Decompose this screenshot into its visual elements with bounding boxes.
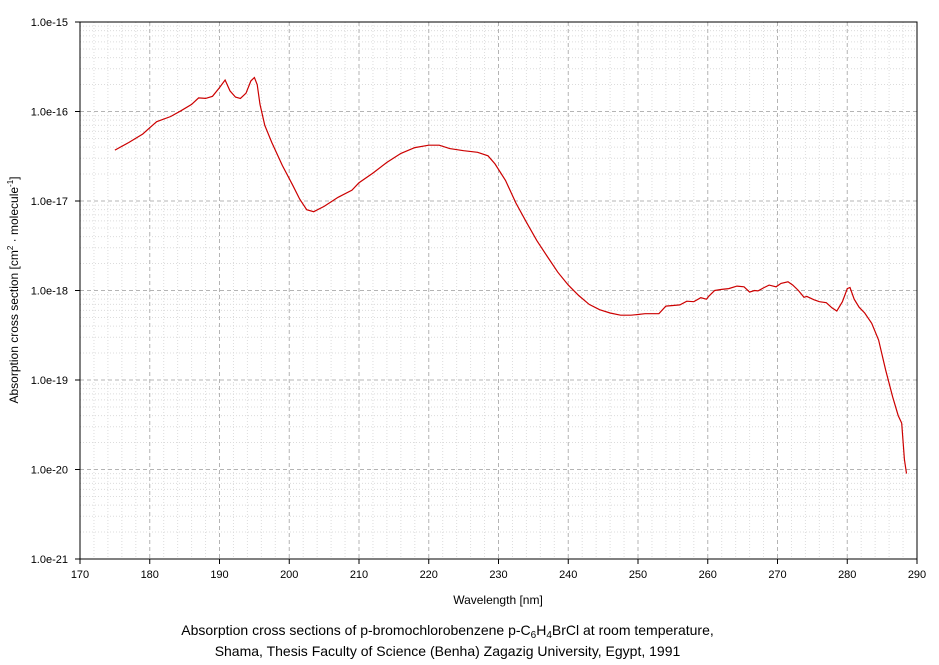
y-axis-ticks: 1.0e-21 1.0e-20 1.0e-19 1.0e-18 1.0e-17 1.0e-… — [31, 17, 80, 566]
caption-sub-1: 6 — [530, 630, 537, 641]
y-axis-title-sup1: 2 — [6, 245, 15, 250]
caption-line-1: Absorption cross sections of p-bromochlo… — [0, 622, 895, 641]
x-tick-label: 190 — [210, 569, 228, 581]
x-tick-label: 170 — [71, 569, 89, 581]
y-tick-label: 1.0e-17 — [31, 196, 68, 208]
x-tick-label: 280 — [838, 569, 856, 581]
x-axis-title: Wavelength [nm] — [453, 593, 543, 607]
caption-sub-2: 4 — [546, 630, 552, 641]
y-tick-label: 1.0e-19 — [31, 375, 68, 387]
x-tick-label: 180 — [141, 569, 159, 581]
absorption-chart: 170 180 190 200 210 220 230 240 250 260 270 280 290 … — [6, 17, 926, 607]
x-tick-label: 250 — [629, 569, 647, 581]
major-grid — [80, 22, 917, 559]
caption-line-2: Shama, Thesis Faculty of Science (Benha)… — [214, 643, 681, 659]
y-tick-label: 1.0e-20 — [31, 465, 68, 477]
y-axis-title-mid: · molecule — [7, 187, 21, 246]
y-axis-title-base: Absorption cross section [cm — [7, 250, 21, 403]
x-tick-label: 230 — [489, 569, 507, 581]
y-axis-title: Absorption cross section [cm2 · molecule… — [6, 176, 21, 403]
caption-line-1-post: BrCl at room temperature, — [551, 622, 714, 638]
absorption-series-line — [114, 76, 908, 474]
x-tick-label: 240 — [559, 569, 577, 581]
x-tick-label: 210 — [350, 569, 368, 581]
caption-line-1-mid: H — [536, 622, 547, 638]
y-axis-title-end: ] — [7, 176, 21, 179]
x-tick-label: 220 — [420, 569, 438, 581]
minor-grid — [80, 22, 917, 559]
x-tick-label: 270 — [768, 569, 786, 581]
y-tick-label: 1.0e-18 — [31, 286, 68, 298]
x-tick-label: 200 — [280, 569, 298, 581]
x-tick-label: 260 — [699, 569, 717, 581]
x-axis-ticks: 170 180 190 200 210 220 230 240 250 260 270 280 290 — [71, 559, 926, 581]
y-tick-label: 1.0e-21 — [31, 554, 68, 566]
caption-line-1-pre: Absorption cross sections of p-bromochlo… — [181, 622, 531, 638]
y-tick-label: 1.0e-15 — [31, 17, 68, 29]
y-axis-title-sup2: -1 — [6, 179, 15, 187]
y-tick-label: 1.0e-16 — [31, 107, 68, 119]
x-tick-label: 290 — [908, 569, 926, 581]
